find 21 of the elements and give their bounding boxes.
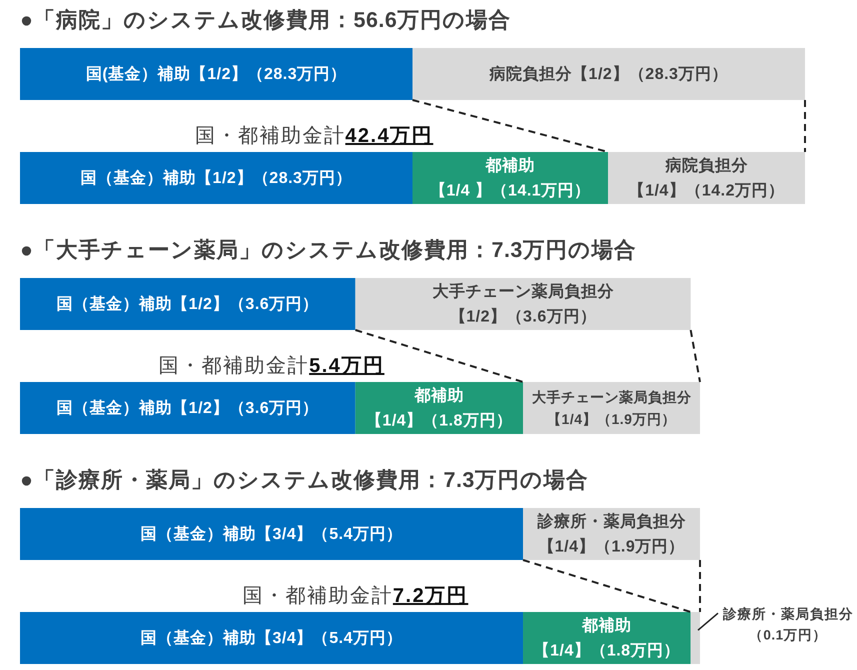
annotation: 国・都補助金計42.4万円 bbox=[194, 125, 434, 147]
chart-title: ●「診療所・薬局」のシステム改修費用：7.3万円の場合 bbox=[20, 467, 588, 492]
data-label: 病院負担分【1/2】（28.3万円） bbox=[488, 64, 728, 82]
data-label: 国（基金）補助【1/2】（3.6万円） bbox=[56, 294, 319, 312]
data-label: 大手チェーン薬局負担分【1/4】（1.9万円） bbox=[532, 389, 692, 427]
data-label: 診療所・薬局負担分（0.1万円） bbox=[722, 605, 854, 642]
data-label: 都補助【1/4】（1.8万円） bbox=[534, 616, 680, 659]
chart-title: ●「大手チェーン薬局」のシステム改修費用：7.3万円の場合 bbox=[20, 238, 636, 262]
chart-title: ●「病院」のシステム改修費用：56.6万円の場合 bbox=[20, 8, 511, 32]
data-label: 国（基金）補助【1/2】（3.6万円） bbox=[56, 398, 319, 416]
data-label: 都補助【1/4】（1.8万円） bbox=[366, 386, 512, 429]
data-label: 大手チェーン薬局負担分【1/2】（3.6万円） bbox=[432, 282, 614, 325]
data-label: 国(基金）補助【1/2】（28.3万円） bbox=[86, 64, 347, 82]
annotation: 国・都補助金計7.2万円 bbox=[242, 585, 468, 607]
data-label: 国（基金）補助【1/2】（28.3万円） bbox=[80, 168, 352, 186]
annotation: 国・都補助金計5.4万円 bbox=[158, 355, 384, 377]
data-label: 国（基金）補助【3/4】（5.4万円） bbox=[140, 524, 402, 542]
data-label: 国（基金）補助【3/4】（5.4万円） bbox=[140, 628, 402, 646]
data-label: 診療所・薬局負担分【1/4】（1.9万円） bbox=[536, 512, 686, 555]
data-label: 病院負担分【1/4】（14.2万円） bbox=[628, 156, 784, 199]
data-label: 都補助【1/4 】（14.1万円） bbox=[430, 156, 591, 199]
